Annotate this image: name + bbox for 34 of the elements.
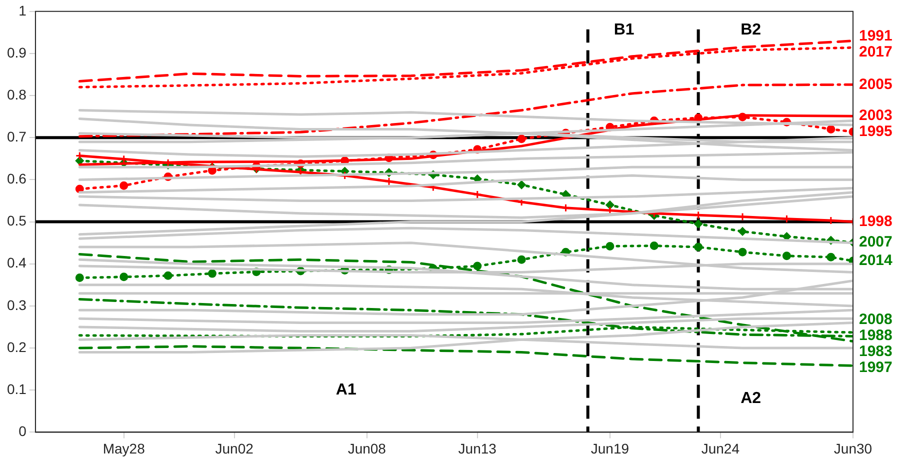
x-tick-label: Jun19: [590, 440, 630, 456]
x-tick-label: Jun24: [701, 440, 740, 456]
series-label: 2017: [859, 43, 892, 60]
y-tick-label: 0: [18, 423, 27, 440]
x-tick-label: Jun02: [215, 440, 254, 456]
annotation: A2: [740, 390, 762, 407]
x-tick-label: Jun13: [458, 440, 497, 456]
annotation: B2: [740, 22, 762, 39]
y-tick-label: 0.5: [6, 212, 27, 229]
y-tick-label: 1: [18, 2, 27, 18]
series-label: 2003: [859, 107, 892, 124]
x-tick-label: Jun08: [348, 440, 386, 456]
y-tick-label: 0.3: [6, 296, 27, 313]
y-tick-label: 0.4: [6, 254, 27, 271]
annotation: A1: [336, 382, 356, 399]
series-label: 1997: [859, 359, 892, 376]
series-label: 1991: [859, 27, 892, 44]
x-tick-label: Jun30: [834, 440, 872, 456]
series-label: 1998: [859, 212, 892, 230]
y-tick-label: 0.9: [6, 44, 27, 60]
annotation: B1: [614, 22, 634, 39]
series-label: 1983: [859, 343, 892, 360]
y-tick-label: 0.1: [6, 380, 27, 397]
series-label: 2005: [859, 76, 892, 93]
y-tick-label: 0.6: [6, 170, 27, 187]
series-label: 1988: [859, 327, 892, 344]
series-label: 1995: [859, 123, 892, 140]
y-tick-label: 0.2: [6, 338, 27, 355]
x-tick-label: May28: [102, 440, 146, 456]
series-label: 2007: [859, 234, 892, 251]
series-label: 2014: [859, 252, 894, 270]
y-tick-label: 0.7: [6, 128, 27, 144]
y-tick-label: 0.8: [6, 86, 27, 102]
series-label: 2008: [859, 311, 892, 328]
